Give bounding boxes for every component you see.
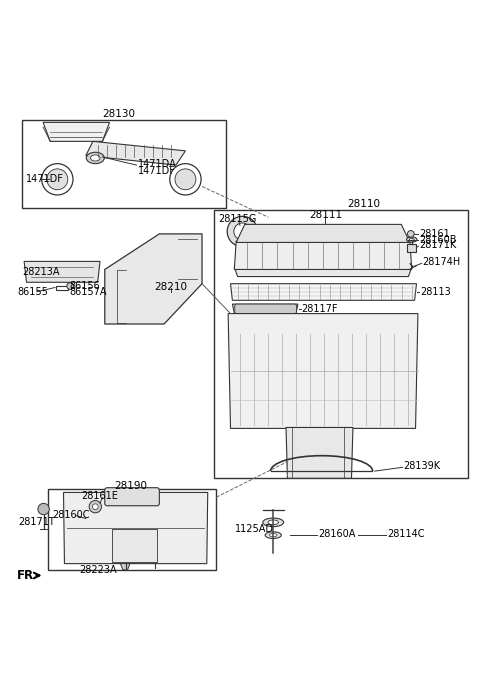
Circle shape	[408, 230, 414, 237]
Text: 28117F: 28117F	[301, 304, 338, 314]
Circle shape	[93, 504, 98, 510]
Text: 28111: 28111	[309, 210, 342, 220]
Polygon shape	[232, 304, 298, 313]
Ellipse shape	[91, 155, 100, 161]
Circle shape	[89, 501, 101, 513]
Text: 28110: 28110	[347, 199, 380, 209]
Polygon shape	[230, 284, 417, 300]
Polygon shape	[234, 241, 412, 270]
Circle shape	[47, 169, 68, 190]
Text: 28161E: 28161E	[81, 490, 118, 501]
Ellipse shape	[407, 237, 417, 242]
Ellipse shape	[269, 534, 277, 537]
Ellipse shape	[265, 532, 281, 539]
Text: 28160B: 28160B	[420, 235, 457, 245]
Polygon shape	[43, 122, 109, 141]
Text: 28113: 28113	[420, 287, 451, 297]
Text: 28114C: 28114C	[387, 529, 425, 539]
Polygon shape	[228, 314, 418, 428]
Text: 28115G: 28115G	[219, 214, 257, 224]
Circle shape	[234, 223, 251, 240]
Text: 28160C: 28160C	[53, 510, 90, 520]
Circle shape	[227, 216, 258, 247]
Bar	[22, 120, 226, 208]
Text: 28171K: 28171K	[420, 240, 456, 250]
Text: 28160A: 28160A	[318, 529, 356, 539]
Circle shape	[175, 169, 196, 190]
FancyBboxPatch shape	[235, 304, 297, 314]
Ellipse shape	[268, 520, 278, 525]
Text: 86156: 86156	[69, 281, 100, 291]
Text: 86157A: 86157A	[69, 287, 107, 297]
Bar	[48, 489, 216, 570]
Polygon shape	[286, 427, 353, 478]
Text: 28213A: 28213A	[22, 267, 59, 277]
Bar	[56, 285, 68, 290]
Text: 28210: 28210	[155, 282, 188, 292]
FancyBboxPatch shape	[105, 488, 159, 506]
Bar	[407, 244, 417, 252]
Text: 28190: 28190	[114, 482, 147, 491]
Text: 28161: 28161	[420, 229, 450, 239]
Polygon shape	[234, 267, 412, 276]
Polygon shape	[24, 261, 100, 282]
Polygon shape	[120, 564, 130, 570]
Polygon shape	[236, 224, 410, 242]
Circle shape	[38, 504, 49, 514]
Polygon shape	[105, 234, 202, 324]
Circle shape	[67, 283, 73, 289]
Text: 86155: 86155	[17, 287, 48, 297]
Text: 28139K: 28139K	[404, 462, 441, 471]
Bar	[112, 529, 157, 563]
Text: FR: FR	[17, 569, 34, 582]
Text: 1471DF: 1471DF	[25, 174, 63, 185]
Ellipse shape	[86, 152, 104, 164]
Bar	[214, 210, 468, 478]
Text: 1125AD: 1125AD	[235, 524, 274, 534]
Text: 28171T: 28171T	[18, 517, 55, 528]
Text: 1471DA: 1471DA	[138, 158, 177, 169]
Polygon shape	[63, 493, 208, 564]
Text: 28130: 28130	[103, 109, 135, 119]
Text: 28223A: 28223A	[80, 565, 117, 575]
Text: 1471DF: 1471DF	[138, 166, 176, 176]
Ellipse shape	[409, 239, 414, 241]
Ellipse shape	[263, 518, 284, 527]
Polygon shape	[86, 141, 185, 165]
Text: 28174H: 28174H	[423, 257, 461, 268]
